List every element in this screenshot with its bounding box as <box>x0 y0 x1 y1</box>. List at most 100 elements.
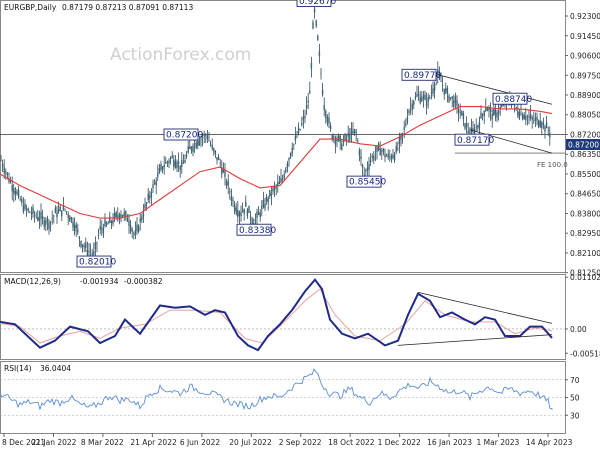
candle-body <box>208 140 210 141</box>
candle-body <box>289 152 292 158</box>
candle-body <box>99 226 101 230</box>
candle-body <box>473 129 476 135</box>
candle-body <box>61 210 63 217</box>
candle-body <box>190 147 193 151</box>
candle-body <box>317 35 319 40</box>
candle-body <box>385 156 388 157</box>
candle-body <box>472 128 474 132</box>
xtick-label: 1 Mar 2023 <box>477 438 520 447</box>
candle-body <box>41 215 44 220</box>
candle-body <box>531 117 533 120</box>
candle-body <box>157 173 159 177</box>
candle-body <box>296 136 298 138</box>
xtick-label: 21 Jan 2022 <box>31 438 76 447</box>
candle-body <box>321 89 324 96</box>
price-annotation-label: 0.87170 <box>457 136 494 146</box>
candle-body <box>121 214 124 218</box>
candle-body <box>515 107 517 109</box>
candle-body <box>160 163 162 170</box>
candle-body <box>486 108 489 112</box>
candle-body <box>248 205 250 213</box>
candle-body <box>21 199 23 203</box>
candle-body <box>19 199 21 200</box>
candle-body <box>11 185 13 192</box>
candle-body <box>53 215 55 217</box>
rsi-layer: 70 50 30 <box>0 368 580 420</box>
candle-body <box>313 8 316 13</box>
candle-body <box>365 170 367 172</box>
channel-lower-line <box>469 129 553 154</box>
rsi-ytick-label: 50 <box>570 394 580 403</box>
candle-body <box>32 207 34 214</box>
candle-body <box>414 96 417 99</box>
macd-ytick-label: -0.005182 <box>570 349 600 358</box>
candle-body <box>433 84 436 91</box>
candle-body <box>78 236 81 239</box>
candle-body <box>376 145 378 152</box>
candle-body <box>238 212 241 217</box>
candle-body <box>539 120 541 128</box>
candle-body <box>211 144 213 149</box>
candle-body <box>417 93 420 96</box>
candle-body <box>497 110 500 114</box>
ohlc-values: 0.87179 0.87213 0.87091 0.87113 <box>62 3 193 12</box>
price-ytick-label: 0.88900 <box>570 91 600 100</box>
candle-body <box>240 212 242 216</box>
candle-body <box>201 137 204 139</box>
candle-body <box>334 137 337 145</box>
candle-body <box>94 242 97 250</box>
candle-body <box>173 159 175 167</box>
candle-body <box>230 196 233 201</box>
candle-body <box>445 88 447 93</box>
candle-body <box>361 164 364 168</box>
price-layer: 0.92300 0.91450 0.90600 0.89750 0.88900 0.880… <box>0 0 600 278</box>
candle-body <box>40 212 42 219</box>
candle-body <box>35 215 37 217</box>
candle-body <box>206 135 209 140</box>
candle-body <box>75 224 77 229</box>
candle-body <box>153 182 156 185</box>
candle-body <box>72 221 74 228</box>
candle-body <box>272 187 274 192</box>
price-ytick-label: 0.84650 <box>570 190 600 199</box>
macd-ytick-label: 0.011023 <box>570 273 600 282</box>
candle-body <box>256 211 258 218</box>
candle-body <box>521 113 524 120</box>
candle-body <box>168 160 170 164</box>
price-ytick-label: 0.87200 <box>570 130 600 139</box>
channel-upper-line <box>437 74 553 105</box>
candle-body <box>395 146 397 153</box>
candle-body <box>416 94 418 97</box>
candle-body <box>185 154 188 157</box>
candle-body <box>459 112 461 114</box>
instrument-label: EURGBP,Daily <box>4 3 57 12</box>
candle-body <box>67 214 69 218</box>
candle-body <box>232 199 234 202</box>
candle-body <box>229 191 231 193</box>
candle-body <box>246 209 249 217</box>
candle-body <box>37 216 39 221</box>
price-ytick-label: 0.82100 <box>570 249 600 258</box>
candle-body <box>360 156 362 160</box>
candle-body <box>494 109 497 115</box>
candle-body <box>105 222 108 226</box>
candle-body <box>281 178 284 180</box>
candle-body <box>109 216 111 223</box>
candle-body <box>278 181 281 184</box>
candle-body <box>285 168 287 173</box>
candle-body <box>397 148 399 149</box>
candle-body <box>24 203 26 209</box>
macd-panel-frame <box>0 274 566 360</box>
candle-body <box>96 242 98 244</box>
candle-body <box>485 107 487 111</box>
candle-body <box>480 112 482 119</box>
candle-body <box>227 180 229 187</box>
candle-body <box>187 146 189 153</box>
candle-body <box>347 132 349 137</box>
candle-body <box>237 210 239 217</box>
candle-body <box>421 97 423 102</box>
rsi-ytick-label: 30 <box>570 411 580 420</box>
candle-body <box>70 217 73 220</box>
candle-body <box>481 114 484 116</box>
price-annotation-box <box>296 0 332 7</box>
